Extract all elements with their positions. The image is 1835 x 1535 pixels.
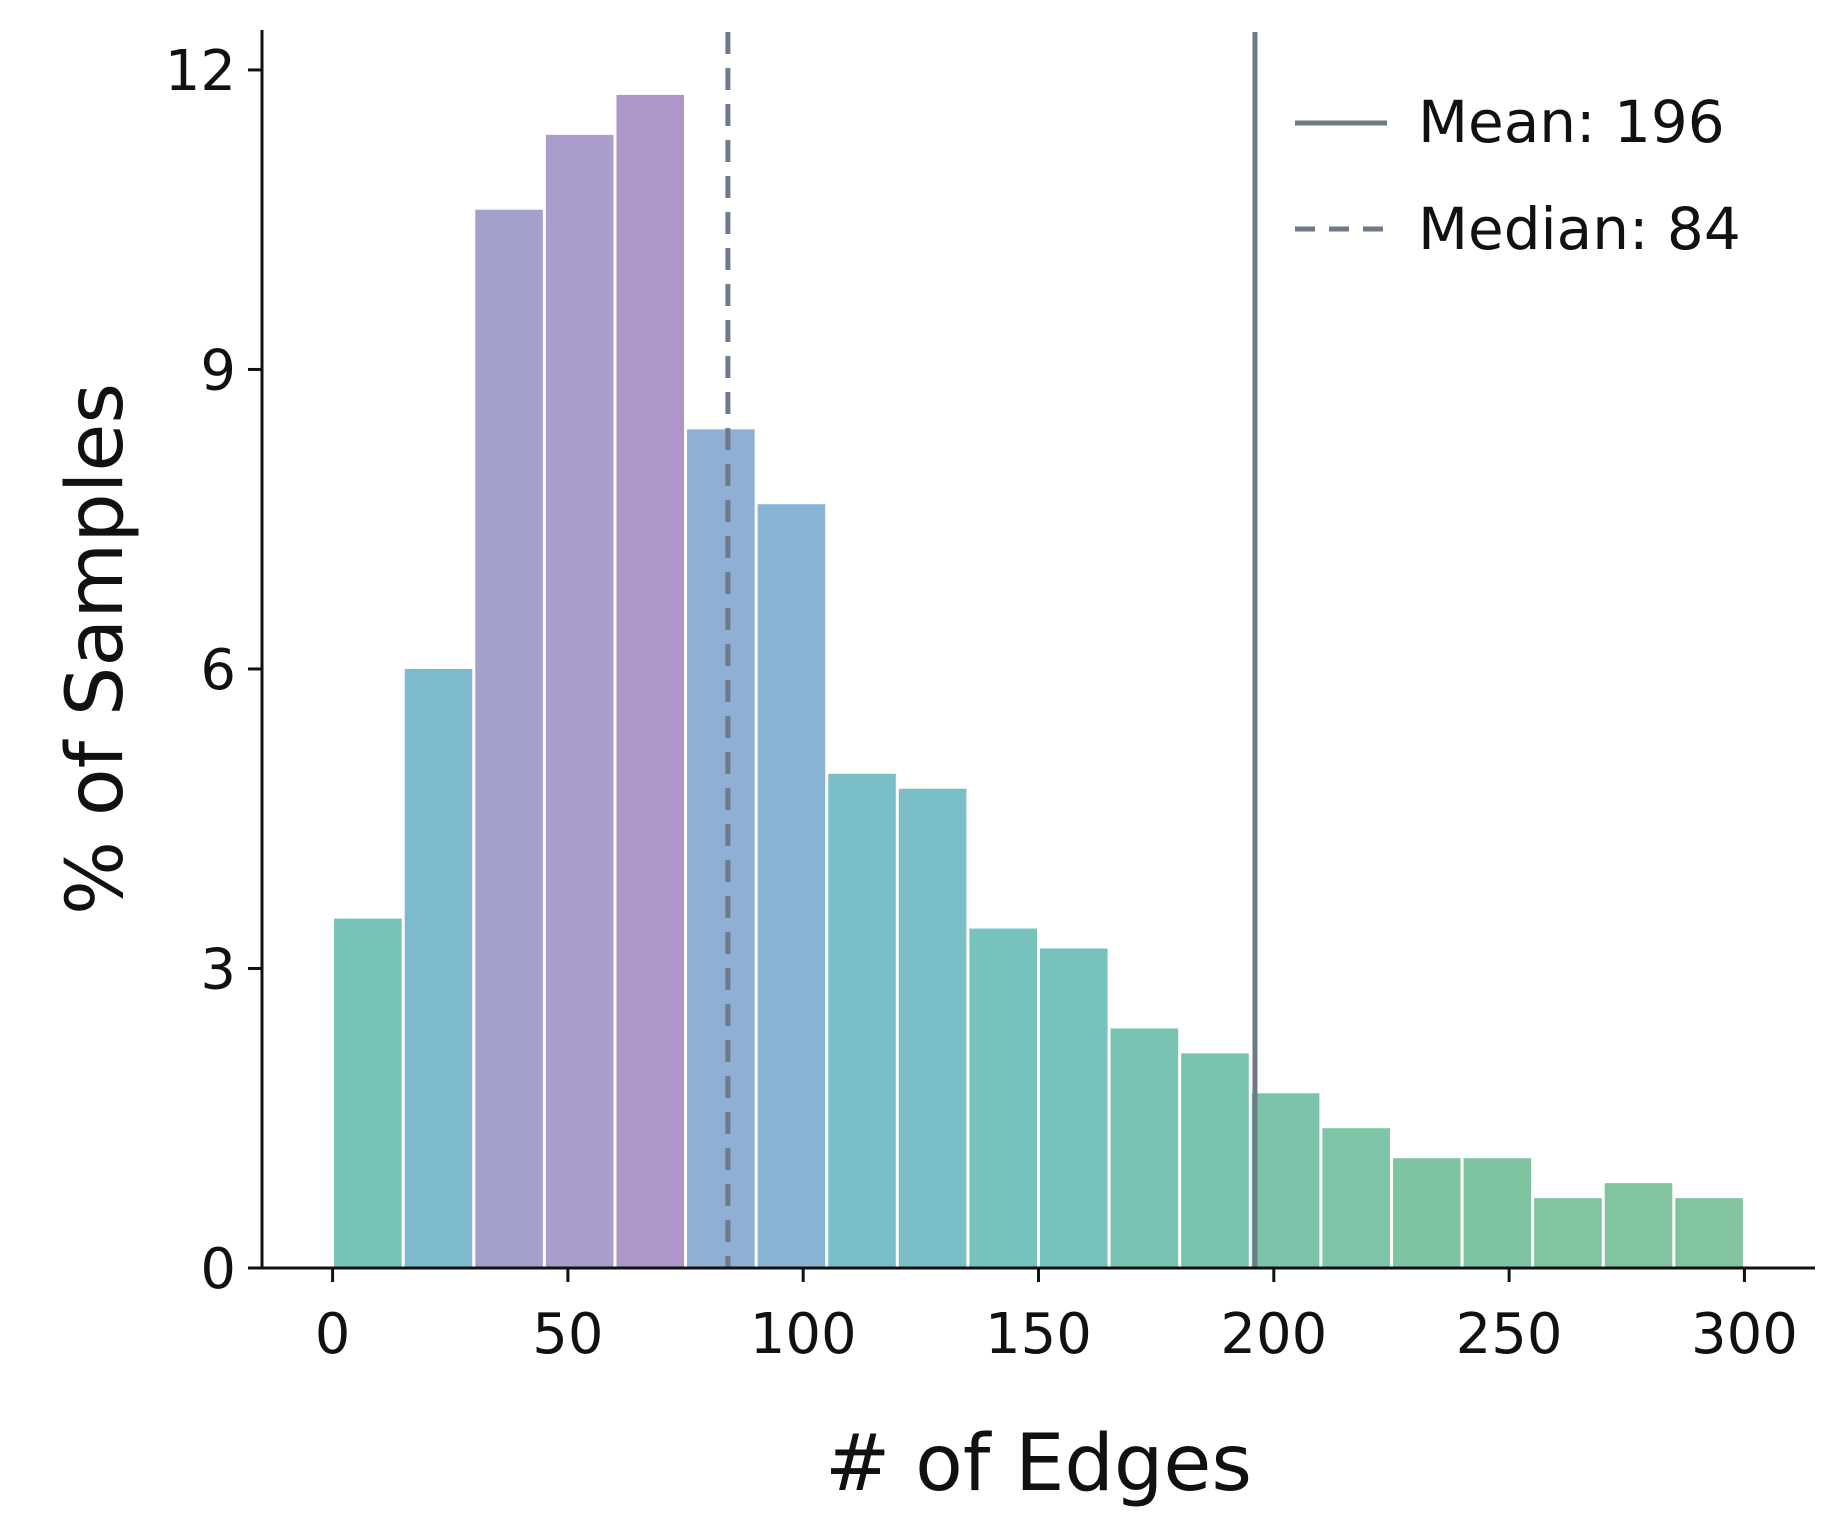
x-tick-label: 0 (315, 1302, 351, 1367)
x-tick-label: 200 (1220, 1302, 1327, 1367)
histogram-bar (1110, 1028, 1179, 1268)
x-tick-label: 150 (985, 1302, 1092, 1367)
legend: Mean: 196 Median: 84 (1295, 88, 1741, 263)
histogram-bar (969, 928, 1037, 1268)
histogram-bar (1181, 1053, 1249, 1268)
histogram-bar (757, 504, 826, 1268)
histogram-bar (828, 773, 896, 1268)
reference-lines (725, 32, 1258, 1268)
histogram-bar (334, 918, 402, 1268)
y-ticks: 0 3 6 9 12 (165, 39, 262, 1302)
histogram-bar (1604, 1183, 1673, 1268)
x-tick-label: 50 (532, 1302, 603, 1367)
axes: 0 50 100 150 200 250 300 0 3 6 9 12 (165, 30, 1815, 1367)
legend-mean-label: Mean: 196 (1418, 88, 1725, 156)
histogram-bar (1322, 1128, 1390, 1268)
y-tick-label: 6 (200, 638, 236, 703)
histogram-bar (1040, 948, 1108, 1268)
legend-median-label: Median: 84 (1418, 195, 1741, 263)
x-tick-label: 300 (1691, 1302, 1798, 1367)
histogram-bar (687, 429, 755, 1268)
histogram-bar (616, 94, 685, 1269)
histogram-bar (404, 668, 473, 1268)
y-tick-label: 3 (200, 937, 236, 1002)
x-axis-title: # of Edges (825, 1419, 1252, 1509)
x-ticks: 0 50 100 150 200 250 300 (315, 1268, 1798, 1367)
y-tick-label: 9 (200, 338, 236, 403)
bars (334, 94, 1743, 1269)
x-tick-label: 250 (1456, 1302, 1563, 1367)
y-tick-label: 12 (165, 39, 236, 104)
histogram-bar (1463, 1158, 1532, 1268)
y-tick-label: 0 (200, 1237, 236, 1302)
x-tick-label: 100 (750, 1302, 857, 1367)
histogram-bar (1251, 1093, 1320, 1268)
histogram-bar (1392, 1158, 1461, 1268)
histogram-bar (898, 788, 967, 1268)
histogram-bar (1675, 1198, 1743, 1268)
histogram-bar (545, 134, 614, 1268)
histogram-bar (1534, 1198, 1602, 1268)
histogram-bar (475, 209, 543, 1268)
y-axis-title: % of Samples (51, 383, 141, 915)
